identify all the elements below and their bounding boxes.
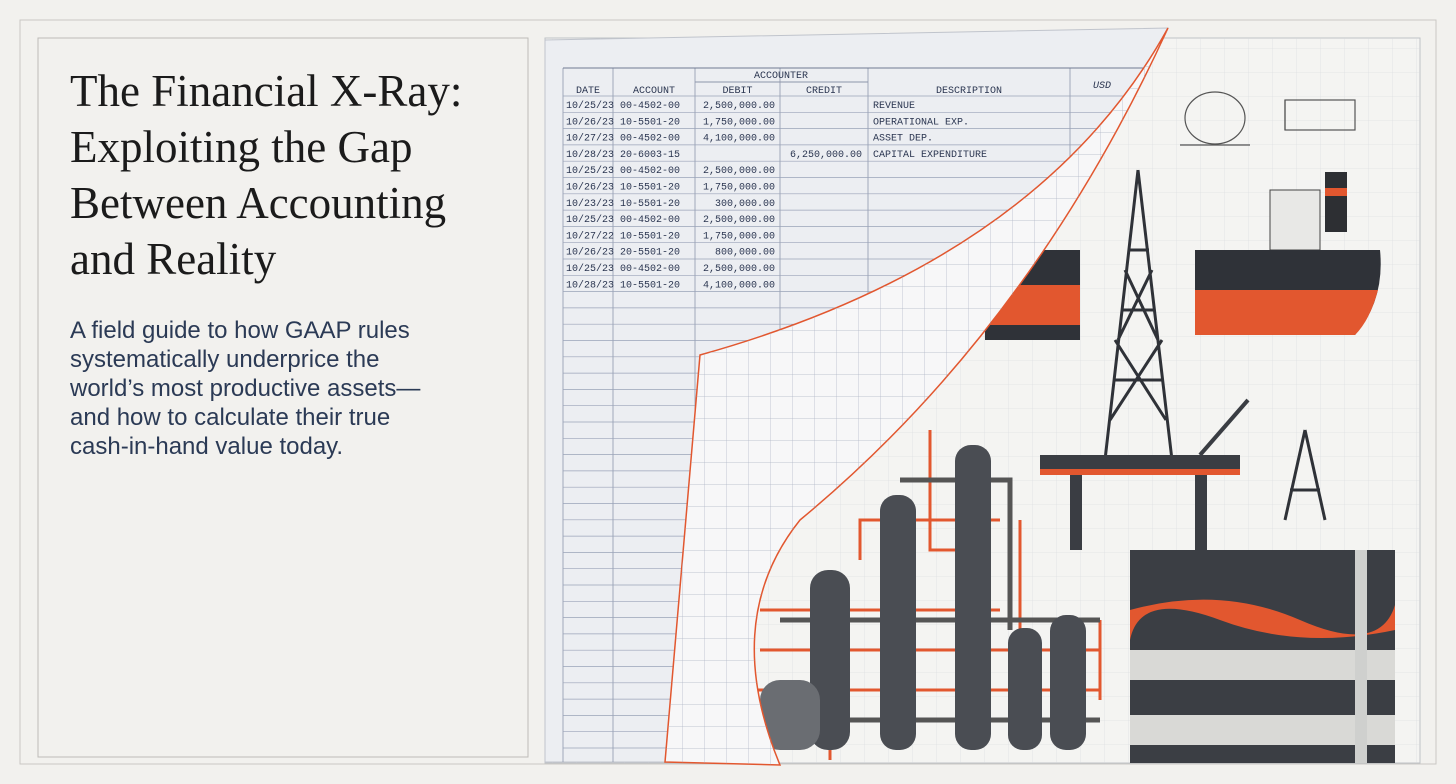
platform bbox=[1040, 398, 1327, 550]
ledger-date: 10/26/23 bbox=[566, 182, 614, 194]
ledger-debit: 4,100,000.00 bbox=[703, 134, 775, 145]
ledger-account: 00-4502-00 bbox=[620, 215, 680, 226]
title-line: Exploiting the Gap bbox=[70, 122, 412, 172]
ledger-account: 10-5501-20 bbox=[620, 231, 680, 242]
ledger-account: 10-5501-20 bbox=[620, 117, 680, 128]
column-header: ACCOUNT bbox=[633, 86, 675, 97]
ledger-description: ASSET DEP. bbox=[873, 134, 933, 145]
tank-drawing bbox=[1180, 91, 1356, 146]
ledger-date: 10/25/23 bbox=[566, 165, 614, 177]
ledger-date: 10/25/23 bbox=[566, 214, 614, 226]
ledger-date: 10/28/23 bbox=[566, 279, 614, 291]
currency-label: USD bbox=[1093, 81, 1111, 92]
ledger-debit: 1,750,000.00 bbox=[703, 117, 775, 128]
ledger-date: 10/25/23 bbox=[566, 263, 614, 275]
ledger-account: 10-5501-20 bbox=[620, 199, 680, 210]
column-header: DESCRIPTION bbox=[936, 86, 1002, 97]
ledger-debit: 4,100,000.00 bbox=[703, 280, 775, 291]
ledger-debit: 2,500,000.00 bbox=[703, 264, 775, 275]
ledger-account: 00-4502-00 bbox=[620, 166, 680, 177]
subtitle-line: and how to calculate their true bbox=[70, 404, 390, 431]
ledger-account: 00-4502-00 bbox=[620, 264, 680, 275]
subtitle-line: world’s most productive assets— bbox=[69, 375, 420, 402]
ledger-description: CAPITAL EXPENDITURE bbox=[873, 150, 987, 161]
ledger-date: 10/23/23 bbox=[566, 198, 614, 210]
ledger-account: 10-5501-20 bbox=[620, 280, 680, 291]
title-line: The Financial X-Ray: bbox=[70, 66, 462, 116]
group-header: ACCOUNTER bbox=[754, 71, 808, 82]
ledger-date: 10/25/23 bbox=[566, 100, 614, 112]
column-header: DEBIT bbox=[722, 86, 752, 97]
ledger-date: 10/27/22 bbox=[566, 230, 614, 242]
ledger-date: 10/28/23 bbox=[566, 149, 614, 161]
ledger-date: 10/27/23 bbox=[566, 133, 614, 145]
ledger-account: 10-5501-20 bbox=[620, 183, 680, 194]
column-header: CREDIT bbox=[806, 86, 842, 97]
subtitle-line: systematically underprice the bbox=[70, 346, 379, 373]
page-curl-grid bbox=[665, 28, 1168, 765]
ledger-description: REVENUE bbox=[873, 101, 915, 112]
ledger-debit: 800,000.00 bbox=[715, 248, 775, 259]
ledger-debit: 1,750,000.00 bbox=[703, 183, 775, 194]
refinery bbox=[700, 430, 1102, 760]
ledger-date: 10/26/23 bbox=[566, 116, 614, 128]
subtitle-line: cash-in-hand value today. bbox=[70, 433, 343, 460]
ledger-debit: 2,500,000.00 bbox=[703, 101, 775, 112]
ledger-account: 20-5501-20 bbox=[620, 248, 680, 259]
column-header: DATE bbox=[576, 86, 600, 97]
subtitle: A field guide to how GAAP rulessystemati… bbox=[69, 317, 420, 460]
ledger-debit: 2,500,000.00 bbox=[703, 166, 775, 177]
derrick bbox=[1103, 169, 1174, 461]
ledger-date: 10/26/23 bbox=[566, 247, 614, 259]
title-line: and Reality bbox=[70, 234, 277, 284]
ledger-account: 00-4502-00 bbox=[620, 134, 680, 145]
text-panel bbox=[37, 37, 529, 758]
title-line: Between Accounting bbox=[70, 178, 446, 228]
underground bbox=[1130, 550, 1395, 763]
subtitle-line: A field guide to how GAAP rules bbox=[70, 317, 410, 344]
ledger-account: 20-6003-15 bbox=[620, 150, 680, 161]
ledger-account: 00-4502-00 bbox=[620, 101, 680, 112]
ledger-debit: 2,500,000.00 bbox=[703, 215, 775, 226]
ledger-credit: 6,250,000.00 bbox=[790, 150, 862, 161]
title: The Financial X-Ray: Exploiting the Gap Be… bbox=[70, 66, 462, 284]
ledger-description: OPERATIONAL EXP. bbox=[873, 117, 969, 128]
ledger-debit: 300,000.00 bbox=[715, 199, 775, 210]
ledger-debit: 1,750,000.00 bbox=[703, 231, 775, 242]
